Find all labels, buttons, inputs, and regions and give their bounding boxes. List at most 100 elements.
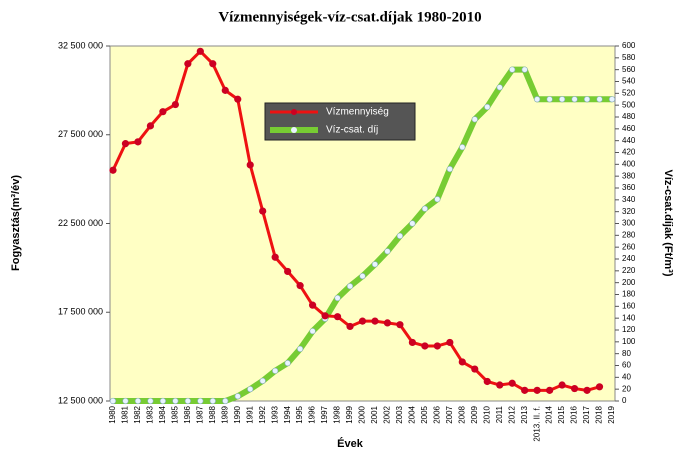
point xyxy=(147,397,154,405)
y2-tick-label: 0 xyxy=(622,396,627,405)
x-tick-label: 1997 xyxy=(320,405,329,423)
point xyxy=(534,96,541,103)
y2-tick-label: 200 xyxy=(622,278,636,287)
point xyxy=(496,84,503,91)
point xyxy=(221,86,229,94)
point xyxy=(383,319,392,327)
x-tick-label: 1991 xyxy=(245,405,254,423)
y2-tick-label: 60 xyxy=(622,361,631,370)
x-tick-label: 2009 xyxy=(470,405,479,423)
legend-marker xyxy=(291,127,297,133)
y2-tick-label: 460 xyxy=(622,124,636,133)
point xyxy=(396,321,404,329)
x-tick-label: 1998 xyxy=(333,405,342,423)
x-tick-label: 1989 xyxy=(220,405,229,423)
legend-box xyxy=(264,102,416,141)
point xyxy=(434,196,441,203)
point xyxy=(521,66,528,73)
point xyxy=(459,144,466,151)
y2-tick-label: 420 xyxy=(622,148,636,157)
point xyxy=(446,165,453,173)
y2-tick-label: 180 xyxy=(622,290,636,299)
point xyxy=(409,220,416,227)
point xyxy=(159,108,167,116)
x-tick-label: 1992 xyxy=(258,405,267,423)
point xyxy=(408,338,416,347)
y2-tick-label: 600 xyxy=(622,41,636,50)
point xyxy=(184,60,192,68)
y2-tick-label: 220 xyxy=(622,266,636,275)
legend-label: Vízmennyiség xyxy=(326,107,389,118)
point xyxy=(570,384,579,393)
point xyxy=(446,338,454,347)
x-tick-label: 1993 xyxy=(270,405,279,423)
point xyxy=(259,207,267,215)
point xyxy=(346,283,354,290)
y2-tick-label: 380 xyxy=(622,171,636,180)
x-tick-label: 1983 xyxy=(146,405,155,423)
point xyxy=(234,95,242,103)
point xyxy=(521,386,529,394)
y2-tick-label: 240 xyxy=(622,254,636,263)
y2-tick-label: 540 xyxy=(622,77,636,86)
x-axis-title: Évek xyxy=(337,437,364,450)
x-tick-label: 1999 xyxy=(345,405,354,423)
legend-label: Víz-csat. díj xyxy=(326,125,378,136)
y2-tick-label: 120 xyxy=(622,325,636,334)
y-tick-label: 17 500 000 xyxy=(58,307,103,317)
x-tick-label: 2005 xyxy=(420,405,429,423)
y2-tick-label: 500 xyxy=(622,100,636,109)
y2-tick-label: 160 xyxy=(622,301,636,310)
point xyxy=(184,397,191,405)
point xyxy=(421,342,429,350)
point xyxy=(396,232,404,240)
point xyxy=(296,282,304,290)
point xyxy=(109,397,117,405)
point xyxy=(297,345,304,353)
y2-tick-label: 360 xyxy=(622,183,636,192)
x-tick-label: 1987 xyxy=(195,405,204,423)
point xyxy=(234,393,241,400)
x-tick-label: 2014 xyxy=(545,405,554,423)
point xyxy=(171,100,179,109)
y2-tick-label: 20 xyxy=(622,384,631,393)
point xyxy=(333,313,342,321)
x-tick-label: 1988 xyxy=(208,405,217,423)
point xyxy=(247,386,254,393)
y2-tick-label: 280 xyxy=(622,230,636,239)
point xyxy=(471,116,478,123)
x-tick-label: 2008 xyxy=(457,405,466,423)
point xyxy=(458,358,466,366)
point xyxy=(571,96,578,103)
point xyxy=(483,377,491,386)
x-tick-label: 2011 xyxy=(495,405,504,423)
x-tick-label: 1994 xyxy=(283,405,292,423)
point xyxy=(583,96,591,103)
x-tick-label: 2000 xyxy=(358,405,367,423)
x-tick-label: 1981 xyxy=(121,405,130,423)
point xyxy=(508,379,516,387)
x-tick-label: 2013. II. f. xyxy=(532,406,541,442)
y2-tick-label: 100 xyxy=(622,337,636,346)
x-tick-label: 2010 xyxy=(482,405,491,423)
y2-tick-label: 260 xyxy=(622,242,636,251)
point xyxy=(546,386,554,394)
x-tick-label: 1986 xyxy=(183,405,192,423)
point xyxy=(122,397,129,405)
point xyxy=(471,365,479,373)
y2-tick-label: 320 xyxy=(622,207,636,216)
point xyxy=(596,96,603,103)
point xyxy=(371,261,379,268)
point xyxy=(371,317,379,325)
y-tick-label: 12 500 000 xyxy=(58,395,103,405)
point xyxy=(496,381,504,389)
point xyxy=(358,317,367,325)
y2-tick-label: 580 xyxy=(622,53,636,62)
y2-tick-label: 340 xyxy=(622,195,636,204)
x-tick-label: 2016 xyxy=(570,405,579,423)
point xyxy=(196,47,204,55)
y2-tick-label: 480 xyxy=(622,112,636,121)
y2-tick-label: 400 xyxy=(622,159,636,168)
point xyxy=(272,367,279,374)
